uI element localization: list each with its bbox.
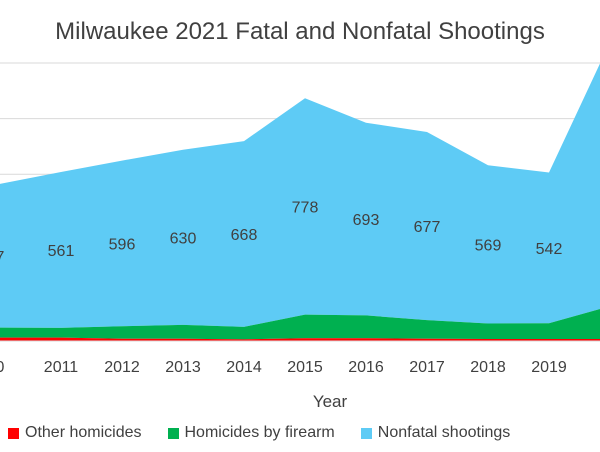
data-label: 668 [231,227,258,244]
data-label: 561 [48,243,75,260]
data-label: 542 [536,241,563,258]
legend-label-nonfatal-shootings: Nonfatal shootings [377,424,511,441]
x-tick-label: 0 [0,359,5,376]
legend-item-nonfatal-shootings: Nonfatal shootings [360,424,511,442]
x-tick-label: 2012 [104,359,140,376]
chart-title: Milwaukee 2021 Fatal and Nonfatal Shooti… [55,18,545,45]
x-tick-label: 2018 [470,359,506,376]
data-label: 7 [0,249,5,266]
data-label: 630 [170,230,197,247]
x-tick-label: 2011 [44,359,79,376]
x-tick-label: 2017 [409,359,445,376]
legend-item-homicides-by-firearm: Homicides by firearm [167,424,335,442]
area-series-homicides-by-firearm [0,309,600,340]
x-axis-title: Year [313,392,348,411]
x-tick-label: 2015 [287,359,323,376]
data-label: 569 [475,237,502,254]
chart-legend: Other homicides Homicides by firearm Non… [8,424,536,442]
data-label: 693 [353,212,380,229]
data-label: 778 [292,199,319,216]
legend-swatch-other-homicides [8,427,19,439]
legend-item-other-homicides: Other homicides [8,424,142,442]
x-tick-label: 2013 [165,359,201,376]
data-label: 596 [109,236,136,253]
legend-label-homicides-by-firearm: Homicides by firearm [184,424,335,441]
x-tick-label: 2014 [226,359,262,376]
x-tick-label: 2019 [531,359,567,376]
area-series-other-homicides [0,337,600,341]
legend-swatch-homicides-by-firearm [167,427,179,439]
data-label: 677 [414,219,441,236]
legend-swatch-nonfatal-shootings [360,427,372,439]
legend-label-other-homicides: Other homicides [25,424,142,441]
x-tick-label: 2016 [348,359,384,376]
area-series-nonfatal-shootings [0,63,600,328]
